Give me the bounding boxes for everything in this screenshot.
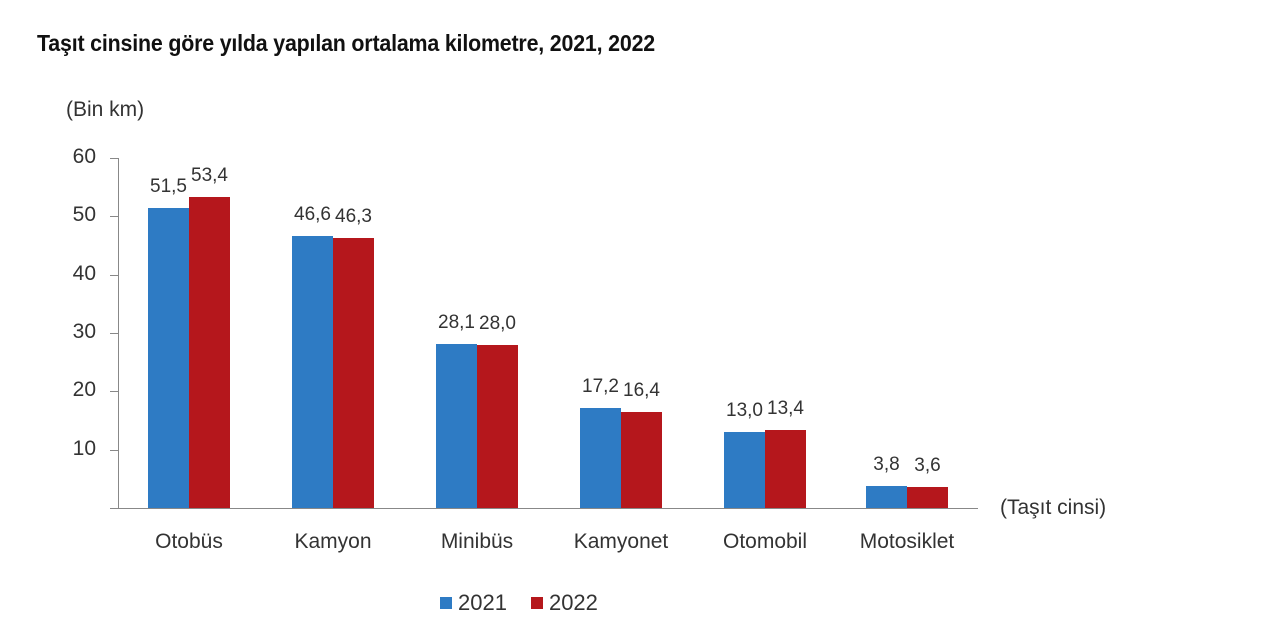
bar-2021-1 (292, 236, 333, 508)
y-tick (110, 158, 118, 159)
bar-2021-3 (580, 407, 621, 508)
y-axis-label: (Bin km) (66, 98, 145, 121)
x-axis-label: (Taşıt cinsi) (1000, 496, 1107, 519)
legend-swatch-2021 (440, 597, 452, 609)
y-tick (110, 450, 118, 451)
y-axis-line (118, 158, 119, 508)
bar-2021-5 (866, 485, 907, 508)
bar-2021-0 (148, 207, 189, 508)
x-category-label: Otomobil (722, 530, 808, 553)
bar-value-label: 53,4 (191, 164, 228, 186)
bar-value-label: 13,0 (726, 400, 763, 422)
bar-value-label: 28,1 (438, 312, 475, 334)
legend: 2021 2022 (440, 590, 616, 616)
x-category-label: Kamyon (294, 530, 372, 553)
bar-2021-4 (724, 432, 765, 508)
x-category-label: Kamyonet (573, 530, 669, 553)
legend-item-2022: 2022 (530, 590, 598, 616)
y-tick (110, 275, 118, 276)
y-tick (110, 391, 118, 392)
bar-value-label: 46,3 (335, 205, 372, 227)
y-tick-label: 60 (72, 145, 96, 168)
bar-value-label: 3,8 (873, 453, 900, 475)
legend-label-2021: 2021 (458, 590, 507, 615)
bar-value-label: 46,6 (294, 204, 331, 226)
x-category-label: Minibüs (440, 530, 514, 553)
bar-2022-3 (621, 412, 662, 508)
bar-value-label: 17,2 (582, 375, 619, 397)
y-tick-label: 10 (72, 437, 96, 460)
bar-2022-4 (765, 429, 806, 508)
bar-2022-1 (333, 237, 374, 508)
y-tick (110, 333, 118, 334)
legend-swatch-2022 (530, 597, 543, 609)
bar-value-label: 3,6 (914, 455, 941, 476)
chart-title: Taşıt cinsine göre yılda yapılan ortalam… (37, 30, 655, 56)
bar-2021-2 (436, 344, 477, 508)
bar-value-label: 28,0 (479, 312, 516, 334)
y-tick-label: 40 (72, 262, 96, 285)
legend-item-2021: 2021 (440, 590, 507, 616)
y-tick-label: 50 (72, 203, 96, 226)
bar-value-label: 13,4 (767, 397, 804, 419)
bar-2022-2 (477, 344, 518, 508)
bar-value-label: 16,4 (623, 380, 660, 402)
y-tick (110, 216, 118, 217)
bar-2022-0 (189, 196, 230, 508)
x-axis-line (110, 508, 978, 509)
x-category-label: Motosiklet (859, 530, 955, 553)
y-tick-label: 30 (72, 320, 96, 343)
legend-label-2022: 2022 (548, 590, 598, 615)
x-category-label: Otobüs (155, 530, 223, 553)
bar-2022-5 (907, 487, 948, 508)
y-tick-label: 20 (72, 378, 96, 401)
bar-value-label: 51,5 (150, 175, 187, 197)
